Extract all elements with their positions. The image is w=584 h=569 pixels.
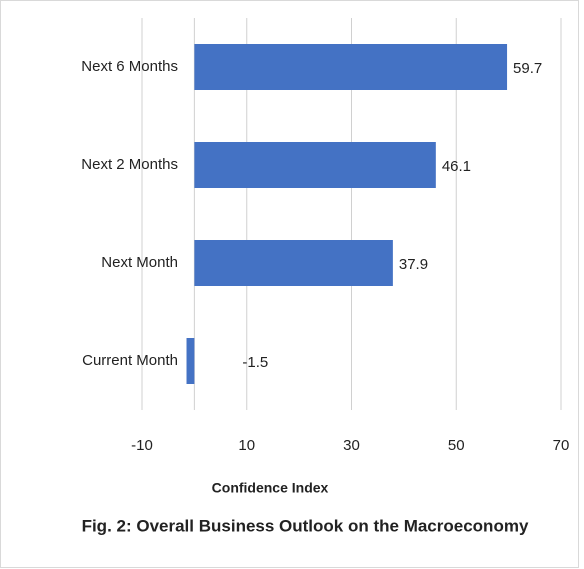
data-label: 46.1	[442, 158, 471, 175]
bar	[186, 338, 195, 384]
x-tick-label: 50	[448, 437, 465, 454]
chart-title: Fig. 2: Overall Business Outlook on the …	[82, 516, 529, 535]
y-tick-label: Next 6 Months	[81, 58, 178, 75]
y-tick-label: Next Month	[101, 254, 178, 271]
data-label: -1.5	[242, 354, 268, 371]
x-axis-label: Confidence Index	[212, 480, 329, 496]
data-label: 59.7	[513, 60, 542, 77]
bar	[194, 142, 436, 188]
bar	[194, 44, 508, 90]
x-tick-label: 70	[553, 437, 570, 454]
x-tick-label: 10	[238, 437, 255, 454]
x-tick-label: -10	[131, 437, 153, 454]
y-tick-label: Next 2 Months	[81, 156, 178, 173]
x-tick-label: 30	[343, 437, 360, 454]
data-label: 37.9	[399, 256, 428, 273]
bar	[194, 240, 393, 286]
y-tick-label: Current Month	[82, 352, 178, 369]
